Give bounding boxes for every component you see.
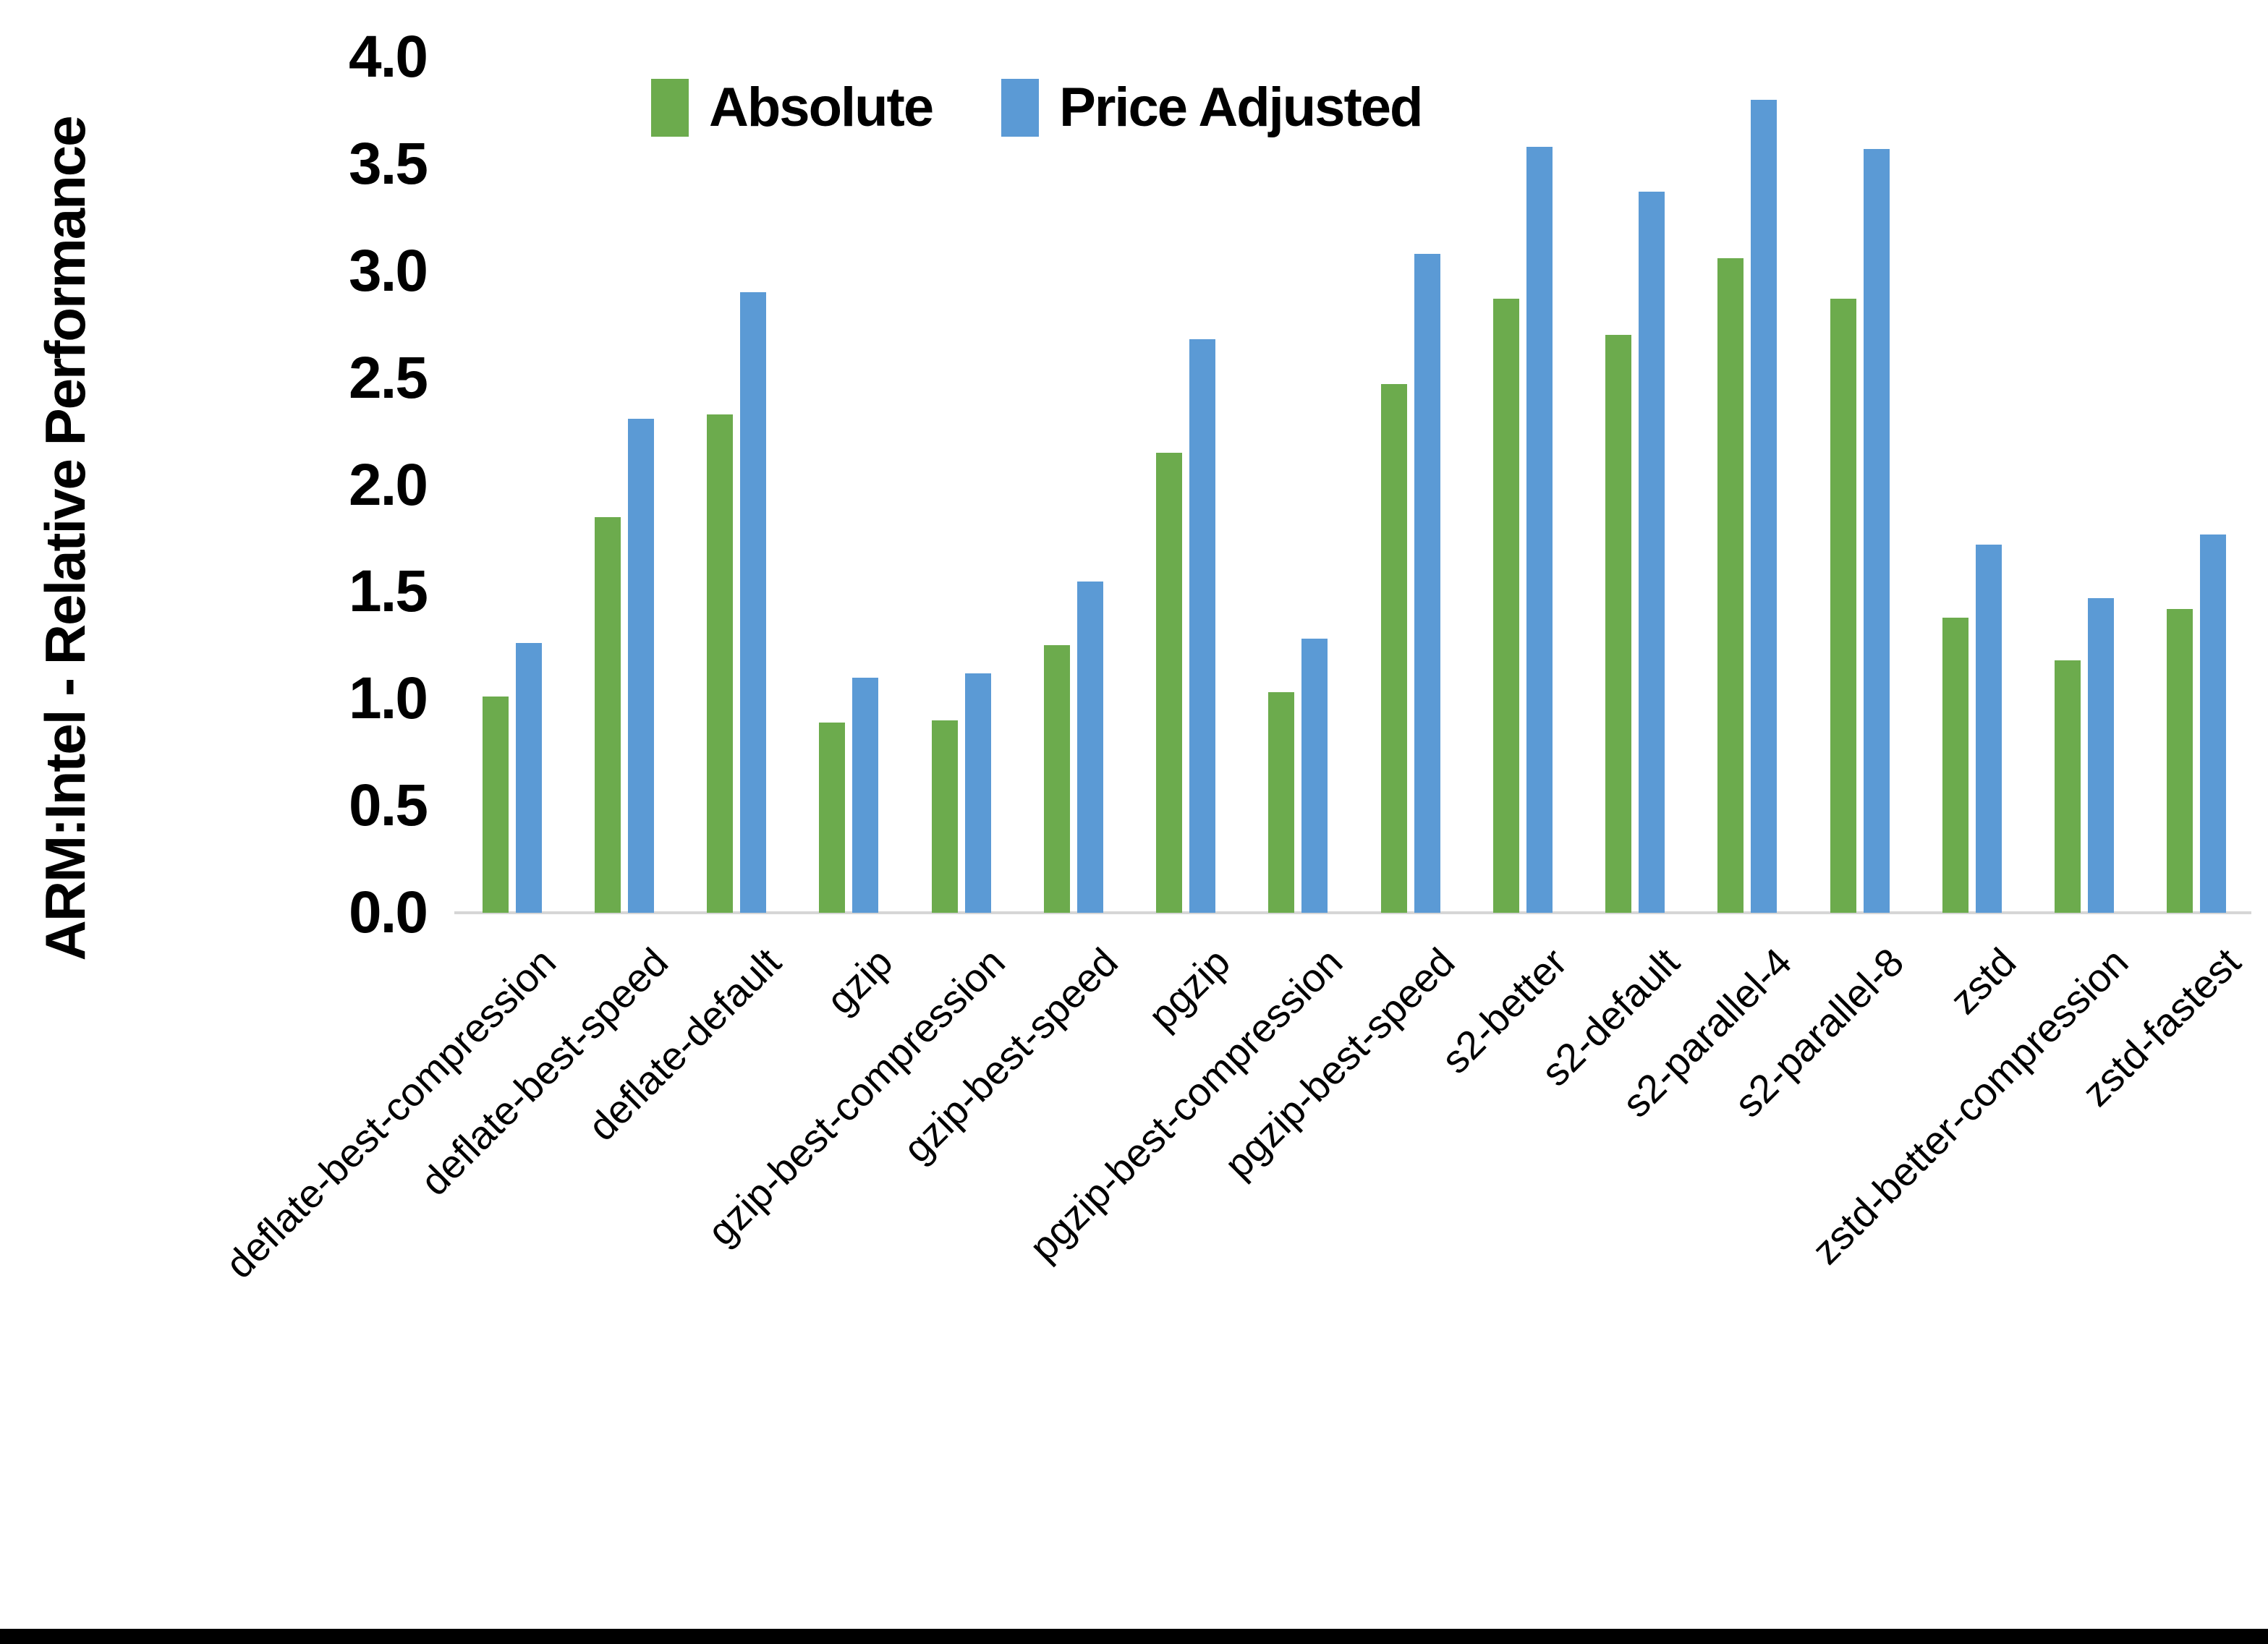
y-tick-label: 1.5 [349,558,428,625]
y-tick-label: 4.0 [349,24,428,90]
bar-absolute-pgzip-best-compression [1268,692,1294,913]
window-bottom-edge [0,1629,2268,1644]
bar-price-adjusted-gzip-best-compression [965,673,991,913]
y-tick-label: 2.5 [349,344,428,411]
bar-absolute-zstd-fastest [2167,609,2193,913]
y-tick-label: 3.5 [349,130,428,197]
bar-price-adjusted-s2-default [1639,192,1665,913]
y-tick-label: 1.0 [349,665,428,732]
y-tick-label: 0.5 [349,772,428,839]
bar-price-adjusted-zstd-better-compression [2088,598,2114,913]
bar-absolute-deflate-default [707,414,733,913]
legend-swatch-absolute [651,78,689,137]
bar-price-adjusted-gzip [852,678,878,913]
bar-absolute-s2-better [1493,299,1519,913]
bar-absolute-deflate-best-compression [483,697,509,913]
bar-absolute-deflate-best-speed [595,517,621,913]
bar-price-adjusted-deflate-best-speed [628,419,654,913]
legend-label-absolute: Absolute [709,77,934,138]
bar-price-adjusted-deflate-default [740,292,766,913]
bar-price-adjusted-s2-parallel-8 [1864,149,1890,913]
legend: Absolute Price Adjusted [651,76,1423,139]
x-category-label-deflate-default: deflate-default [579,939,789,1150]
bar-price-adjusted-pgzip-best-speed [1414,254,1440,913]
y-tick-label: 0.0 [349,880,428,945]
x-category-label-pgzip: pgzip [1139,939,1239,1039]
bar-price-adjusted-pgzip [1189,339,1215,913]
bar-absolute-zstd-better-compression [2055,660,2081,913]
bar-price-adjusted-deflate-best-compression [516,643,542,913]
bar-price-adjusted-zstd [1976,545,2002,913]
bar-price-adjusted-gzip-best-speed [1077,582,1103,913]
bar-price-adjusted-pgzip-best-compression [1301,639,1328,913]
bar-absolute-zstd [1942,618,1968,913]
bar-absolute-gzip [819,723,845,913]
bar-absolute-pgzip [1156,453,1182,913]
bar-price-adjusted-zstd-fastest [2200,534,2226,913]
y-tick-label: 2.0 [349,451,428,518]
bar-absolute-pgzip-best-speed [1381,384,1407,913]
bar-absolute-s2-parallel-4 [1717,258,1744,913]
legend-item-absolute: Absolute [651,76,934,139]
legend-swatch-price-adjusted [1001,78,1040,137]
x-category-label-zstd: zstd [1941,939,2025,1023]
legend-item-price-adjusted: Price Adjusted [1001,76,1423,139]
bar-price-adjusted-s2-better [1526,147,1553,913]
y-tick-label: 3.0 [349,237,428,304]
bar-absolute-gzip-best-compression [932,720,958,913]
bar-absolute-s2-default [1605,335,1631,913]
bar-price-adjusted-s2-parallel-4 [1751,100,1777,913]
bar-absolute-s2-parallel-8 [1830,299,1856,913]
bar-absolute-gzip-best-speed [1044,645,1070,913]
legend-label-price-adjusted: Price Adjusted [1059,77,1423,138]
x-category-label-gzip: gzip [817,939,901,1023]
x-axis-line [454,911,2251,914]
